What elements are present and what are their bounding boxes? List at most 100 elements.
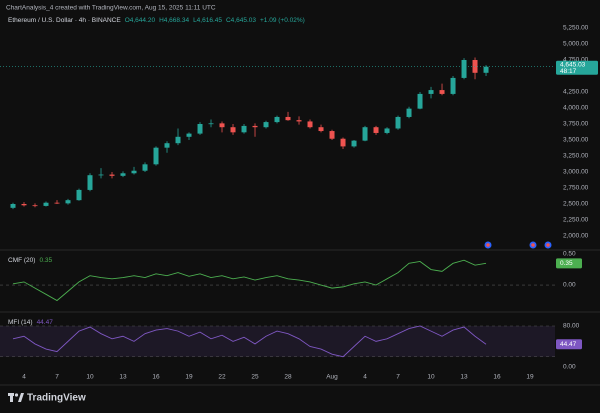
candle-body (21, 204, 27, 206)
x-tick-label: 19 (185, 374, 193, 381)
x-tick-label: 4 (363, 374, 367, 381)
band-fill (0, 325, 555, 357)
last-value-label: 44.47 (560, 341, 577, 348)
candle-body (197, 124, 203, 134)
y-tick-label: 2,250.00 (563, 217, 589, 224)
legend-ohlc: H4,668.34 (159, 17, 189, 24)
last-price-box (556, 60, 598, 75)
candle-body (43, 202, 49, 206)
candle-body (109, 174, 115, 176)
candle-body (307, 121, 313, 128)
x-tick-label: 28 (284, 374, 292, 381)
y-tick-label: 0.50 (563, 251, 576, 258)
last-value-label: 0.35 (560, 260, 573, 267)
x-tick-label: 19 (526, 374, 534, 381)
last-price-label: 4,645.03 (560, 61, 586, 68)
event-icon-dot (531, 243, 535, 247)
event-icon-dot (546, 243, 550, 247)
x-tick-label: 25 (251, 374, 259, 381)
candle-body (186, 133, 192, 137)
legend-ohlc: O4,644.20 (125, 17, 156, 24)
y-tick-label: 5,250.00 (563, 25, 589, 32)
x-tick-label: 16 (152, 374, 160, 381)
y-tick-label: 2,750.00 (563, 185, 589, 192)
candle-body (208, 123, 214, 125)
candle-body (142, 164, 148, 171)
y-tick-label: 0.00 (563, 364, 576, 371)
candle-body (131, 170, 137, 174)
candle-body (318, 127, 324, 132)
candle-body (406, 108, 412, 117)
brand-logo (8, 393, 24, 402)
candle-body (175, 136, 181, 144)
candle-body (428, 90, 434, 94)
candle-body (76, 189, 82, 201)
candle-body (153, 147, 159, 165)
candle-body (32, 205, 38, 207)
legend-ohlc: L4,616.45 (193, 17, 222, 24)
candle-body (329, 131, 335, 139)
y-tick-label: 2,000.00 (563, 233, 589, 240)
logo-part (18, 393, 24, 402)
x-tick-label: 4 (22, 374, 26, 381)
event-icon-dot (486, 243, 490, 247)
candle-body (230, 127, 236, 133)
candle-body (351, 140, 357, 147)
y-tick-label: 3,750.00 (563, 121, 589, 128)
y-tick-label: 0.00 (563, 282, 576, 289)
candle-body (54, 202, 60, 204)
x-tick-label: Aug (326, 374, 338, 381)
y-tick-label: 2,500.00 (563, 201, 589, 208)
x-tick-label: 7 (396, 374, 400, 381)
candle-body (98, 174, 104, 176)
logo-part (10, 396, 13, 402)
candle-body (296, 120, 302, 122)
x-tick-label: 10 (86, 374, 94, 381)
x-tick-label: 16 (493, 374, 501, 381)
y-tick-label: 4,250.00 (563, 89, 589, 96)
header-text: ChartAnalysis_4 created with TradingView… (6, 5, 216, 12)
candle-body (87, 175, 93, 190)
y-tick-label: 3,000.00 (563, 169, 589, 176)
indicator-value: 44.47 (37, 319, 54, 326)
x-tick-label: 13 (119, 374, 127, 381)
x-tick-label: 10 (427, 374, 435, 381)
last-value-box (556, 258, 582, 269)
candle-body (483, 66, 489, 73)
candle-body (219, 123, 225, 128)
indicator-legend: CMF (20) 0.35 (8, 257, 52, 264)
countdown-label: 48:17 (560, 68, 577, 75)
legend-symbol: Ethereum / U.S. Dollar · 4h · BINANCE (8, 17, 121, 24)
x-tick-label: 22 (218, 374, 226, 381)
y-tick-label: 5,000.00 (563, 41, 589, 48)
y-tick-label: 3,500.00 (563, 137, 589, 144)
candle-body (472, 60, 478, 73)
brand-name: TradingView (27, 393, 86, 404)
y-tick-label: 4,000.00 (563, 105, 589, 112)
indicator-line (12, 259, 487, 302)
candles (10, 57, 489, 210)
legend-change: +1.09 (+0.02%) (260, 17, 305, 24)
legend-ohlc: C4,645.03 (226, 17, 256, 24)
indicator-legend: MFI (14) 44.47 (8, 319, 53, 326)
candle-body (439, 90, 445, 94)
candle-body (340, 138, 346, 147)
candle-body (362, 127, 368, 141)
candle-body (461, 60, 467, 78)
legend: Ethereum / U.S. Dollar · 4h · BINANCE O4,… (8, 17, 305, 24)
y-tick-label: 4,750.00 (563, 57, 589, 64)
event-icons (484, 241, 552, 249)
candle-body (120, 173, 126, 176)
candle-body (384, 128, 390, 133)
candle-body (241, 125, 247, 133)
candle-body (164, 143, 170, 148)
indicator-title: CMF (20) (8, 257, 35, 264)
candle-body (274, 116, 280, 123)
candle-body (263, 122, 269, 128)
indicator-line (12, 325, 487, 358)
candle-body (285, 116, 291, 121)
indicator-value: 0.35 (39, 257, 52, 264)
